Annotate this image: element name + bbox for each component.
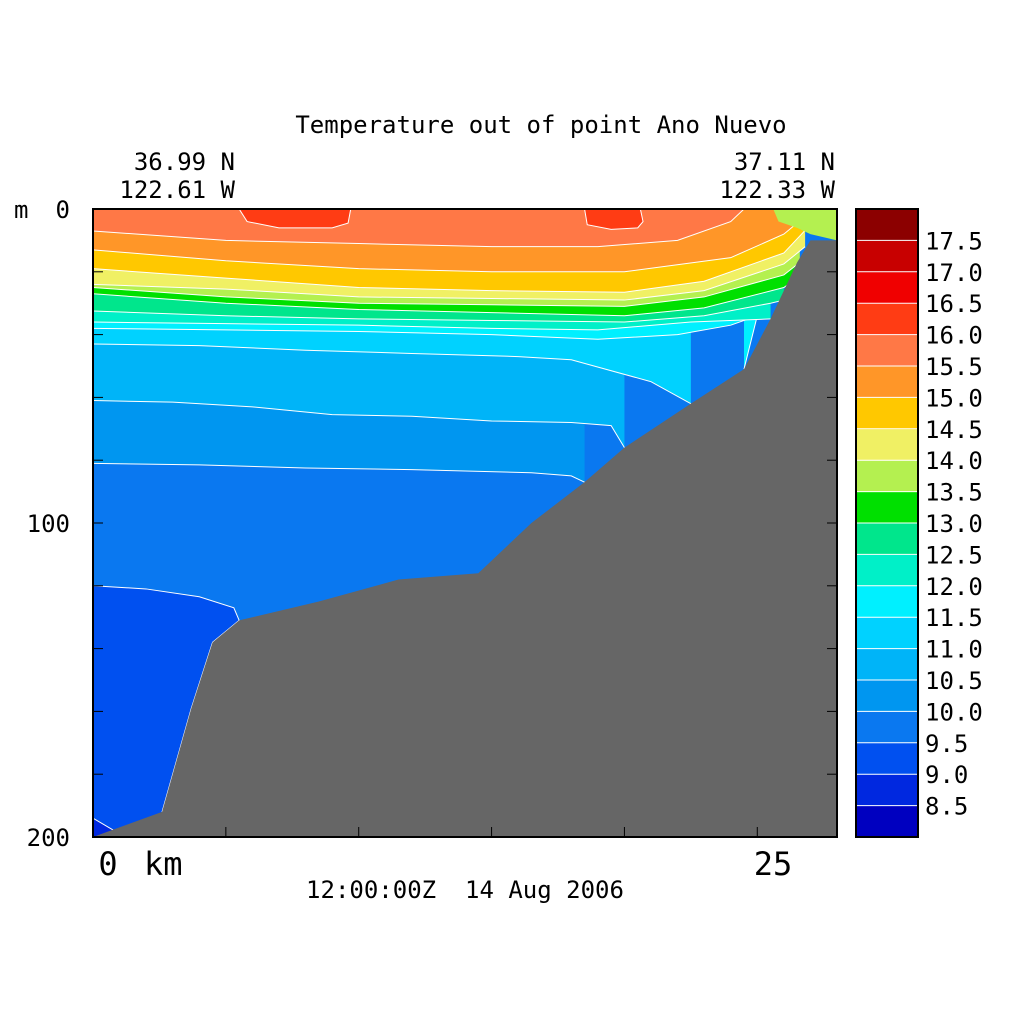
colorbar-label-16-0: 16.0 xyxy=(925,322,983,350)
axes: 0 100 200 m xyxy=(14,196,838,852)
plot-area xyxy=(93,209,837,837)
colorbar-swatch-10 xyxy=(856,491,918,524)
colorbar-swatch-8 xyxy=(856,554,918,587)
isotherm-15-0 xyxy=(93,211,811,273)
colorbar-label-14-0: 14.0 xyxy=(925,447,983,475)
colorbar-label-16-5: 16.5 xyxy=(925,290,983,318)
colorbar-swatch-3 xyxy=(856,711,918,744)
timestamp: 12:00:00Z 14 Aug 2006 xyxy=(306,876,624,904)
chart-title: Temperature out of point Ano Nuevo xyxy=(295,111,786,139)
contour-fills xyxy=(93,209,837,837)
isotherm-13-5 xyxy=(93,261,801,307)
colorbar-swatch-13 xyxy=(856,397,918,430)
isotherm-14-5 xyxy=(93,224,811,293)
x-axis-unit: km xyxy=(144,845,183,883)
end-latitude: 37.11 N xyxy=(734,148,835,176)
colorbar-swatch-2 xyxy=(856,742,918,775)
colorbar-swatch-12 xyxy=(856,428,918,461)
start-latitude: 36.99 N xyxy=(134,148,235,176)
colorbar-frame xyxy=(855,208,919,838)
colorbar-label-14-5: 14.5 xyxy=(925,416,983,444)
colorbar-swatch-15 xyxy=(856,334,918,367)
colorbar-swatch-4 xyxy=(856,680,918,712)
isotherm-13-0 xyxy=(93,277,798,317)
isotherm-15-5 xyxy=(93,209,745,248)
colorbar-label-9-0: 9.0 xyxy=(925,761,968,789)
colorbar-swatch-18 xyxy=(856,240,918,273)
start-longitude: 122.61 W xyxy=(119,176,235,204)
colorbar-swatch-5 xyxy=(856,648,918,681)
colorbar-label-13-5: 13.5 xyxy=(925,479,983,507)
colorbar-label-10-5: 10.5 xyxy=(925,667,983,695)
colorbar-swatch-6 xyxy=(856,617,918,650)
surface-patch xyxy=(773,209,837,241)
isotherm-10-0 xyxy=(93,462,585,483)
colorbar-label-12-0: 12.0 xyxy=(925,573,983,601)
colorbar-swatch-11 xyxy=(856,460,918,493)
isotherm-10-5 xyxy=(93,400,625,448)
isotherm-12-5 xyxy=(93,299,784,323)
colorbar-label-15-0: 15.0 xyxy=(925,384,983,412)
colorbar-label-17-5: 17.5 xyxy=(925,227,983,255)
y-tick-label-0: 0 xyxy=(56,196,70,224)
colorbar-swatch-1 xyxy=(856,774,918,807)
cold-core-2 xyxy=(93,817,126,837)
isotherm-14-0 xyxy=(93,246,806,301)
y-tick-label-200: 200 xyxy=(27,824,70,852)
warm-core-2 xyxy=(584,209,644,230)
colorbar-label-9-5: 9.5 xyxy=(925,730,968,758)
colorbar-swatch-14 xyxy=(856,366,918,398)
colorbar-label-12-5: 12.5 xyxy=(925,541,983,569)
x-tick-label-start: 0 xyxy=(98,845,117,883)
x-tick-label-25: 25 xyxy=(754,845,793,883)
y-tick-label-100: 100 xyxy=(27,510,70,538)
isotherm-11-0 xyxy=(93,343,692,405)
colorbar-swatch-17 xyxy=(856,271,918,304)
end-longitude: 122.33 W xyxy=(719,176,835,204)
colorbar-label-13-0: 13.0 xyxy=(925,510,983,538)
y-axis-unit: m xyxy=(14,196,28,224)
colorbar-label-10-0: 10.0 xyxy=(925,698,983,726)
sea-floor xyxy=(93,240,837,837)
colorbar-label-11-0: 11.0 xyxy=(925,636,983,664)
colorbar-label-15-5: 15.5 xyxy=(925,353,983,381)
colorbar-swatch-7 xyxy=(856,585,918,618)
colorbar-swatch-19 xyxy=(856,209,918,241)
warm-core-1 xyxy=(238,209,352,229)
colorbar-label-11-5: 11.5 xyxy=(925,604,983,632)
isotherm-12-0 xyxy=(93,318,771,331)
colorbar-swatch-16 xyxy=(856,303,918,336)
colorbar-label-8-5: 8.5 xyxy=(925,793,968,821)
colorbar-swatch-9 xyxy=(856,523,918,555)
colorbar-swatch-0 xyxy=(856,805,918,838)
colorbar: 8.5 9.0 9.5 10.0 10.5 11.0 11.5 12.0 12.5 13.0 13.… xyxy=(855,208,983,838)
colorbar-label-17-0: 17.0 xyxy=(925,259,983,287)
